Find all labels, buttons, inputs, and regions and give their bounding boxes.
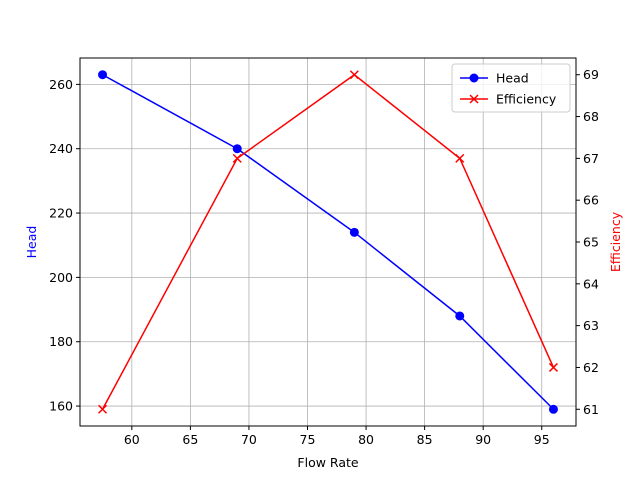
y2-tick-label: 65 [583, 235, 599, 250]
x-tick-label: 90 [475, 432, 491, 447]
y2-tick-label: 66 [583, 193, 599, 208]
point [349, 70, 359, 80]
point [98, 404, 108, 414]
legend-box [451, 63, 571, 113]
point [98, 70, 108, 80]
x-tick-label: 60 [124, 432, 140, 447]
point [548, 404, 558, 414]
x-tick-label: 65 [182, 432, 198, 447]
data-line [102, 74, 554, 410]
data-line [101, 73, 555, 410]
legend-marker [469, 94, 479, 104]
y-tick-label: 180 [49, 334, 73, 349]
x-tick-label: 80 [358, 432, 374, 447]
y2-tick-label: 63 [583, 318, 599, 333]
legend-label: Efficiency [496, 92, 557, 107]
legend-marker [469, 73, 479, 83]
point [232, 153, 242, 163]
point [455, 153, 465, 163]
plot-frame [79, 57, 577, 427]
y2-tick-label: 61 [583, 402, 599, 417]
point [232, 144, 242, 154]
point [455, 311, 465, 321]
x-tick-label: 75 [300, 432, 316, 447]
y-tick-label: 240 [49, 141, 73, 156]
x-axis-label: Flow Rate [297, 455, 358, 470]
y-tick-label: 200 [49, 270, 73, 285]
x-tick-label: 95 [534, 432, 550, 447]
point [548, 362, 558, 372]
y-tick-label: 260 [49, 77, 73, 92]
y-tick-label: 220 [49, 206, 73, 221]
y2-tick-label: 68 [583, 109, 599, 124]
y2-tick-label: 62 [583, 360, 599, 375]
y2-tick-label: 67 [583, 151, 599, 166]
legend-label: Head [496, 71, 529, 86]
point [349, 227, 359, 237]
y2-tick-label: 64 [583, 276, 599, 291]
y2-tick-label: 69 [583, 67, 599, 82]
y2-axis-label: Efficiency [608, 211, 623, 272]
x-tick-label: 70 [241, 432, 257, 447]
x-tick-label: 85 [417, 432, 433, 447]
y-axis-label: Head [24, 226, 39, 259]
y-tick-label: 160 [49, 399, 73, 414]
